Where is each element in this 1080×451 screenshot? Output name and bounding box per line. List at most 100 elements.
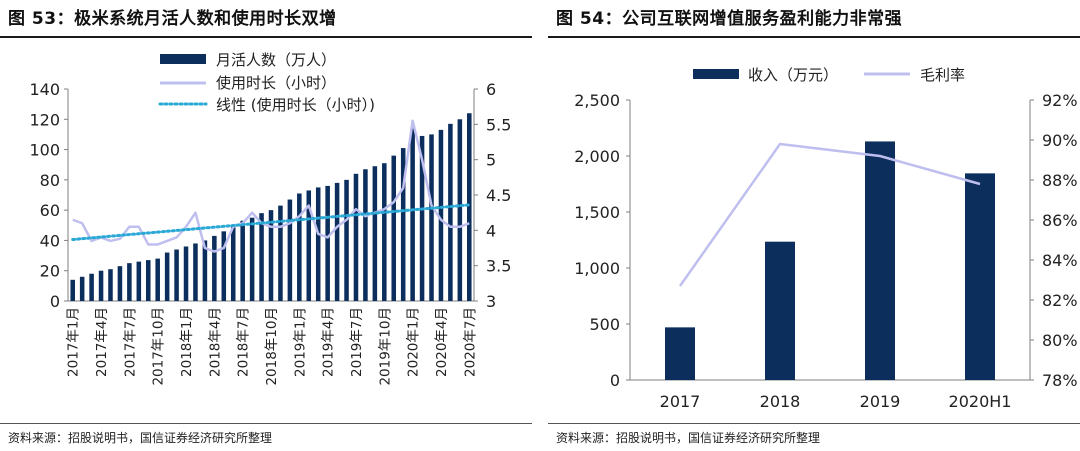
- legend-label-mau: 月活人数（万人）: [216, 51, 336, 69]
- chart-panel-revenue: 图 54：公司互联网增值服务盈利能力非常强 0 500 1,000 1,500 2,00…: [548, 0, 1080, 451]
- right-axis-tick-label: 4: [486, 221, 496, 240]
- bar-mau: [391, 155, 397, 301]
- bar-mau: [108, 269, 113, 301]
- legend-label-usage: 使用时长（小时）: [216, 74, 336, 92]
- bar-mau: [325, 185, 330, 301]
- bar-mau: [448, 123, 453, 301]
- bar-mau: [79, 276, 85, 301]
- bar-mau: [419, 135, 425, 301]
- bar-revenue: [965, 173, 995, 380]
- right-axis-tick-label: 90%: [1042, 131, 1078, 150]
- legend-swatch-revenue: [693, 69, 739, 79]
- source-divider: [0, 423, 532, 424]
- right-axis-tick-label: 84%: [1042, 251, 1078, 270]
- source-note: 资料来源：招股说明书，国信证券经济研究所整理: [556, 431, 821, 445]
- legend-swatch-mau: [160, 54, 206, 64]
- chart-panel-mau: 图 53：极米系统月活人数和使用时长双增 0 20 40 60 80 100 120 140 3…: [0, 0, 532, 451]
- bar-mau: [363, 169, 368, 301]
- legend-label-trend: 线性 (使用时长（小时）): [216, 96, 375, 114]
- left-axis-tick-label: 0: [50, 292, 60, 311]
- x-axis-tick-label: 2018年1月: [179, 307, 195, 377]
- bar-mau: [193, 243, 198, 301]
- chart-title: 图 53：极米系统月活人数和使用时长双增: [8, 9, 337, 29]
- bar-revenue: [865, 141, 895, 380]
- bar-mau: [230, 225, 236, 301]
- bar-mau: [221, 231, 227, 301]
- bar-mau: [145, 260, 151, 301]
- bar-mau: [278, 205, 283, 301]
- left-axis-tick-label: 100: [29, 141, 60, 160]
- right-axis-tick-label: 80%: [1042, 331, 1078, 350]
- x-axis-tick-label: 2018年10月: [264, 307, 280, 386]
- bar-mau: [297, 193, 302, 301]
- right-axis-tick-label: 3: [486, 292, 496, 311]
- x-axis-tick-label: 2018年7月: [236, 307, 252, 377]
- x-axis-tick-label: 2018年4月: [207, 307, 223, 377]
- right-axis-tick-label: 4.5: [486, 186, 511, 205]
- bar-mau: [410, 128, 415, 301]
- bar-mau: [334, 182, 340, 301]
- left-axis-tick-label: 40: [40, 231, 60, 250]
- right-axis-tick-label: 78%: [1042, 371, 1078, 390]
- bar-mau: [372, 166, 378, 301]
- bar-mau: [457, 119, 463, 302]
- bar-mau: [429, 134, 434, 301]
- bar-mau: [212, 235, 217, 301]
- chart-title: 图 54：公司互联网增值服务盈利能力非常强: [556, 9, 903, 29]
- x-axis-tick-label: 2017年10月: [151, 307, 167, 386]
- title-divider: [548, 36, 1080, 38]
- right-axis-tick-label: 88%: [1042, 171, 1078, 190]
- bar-mau: [315, 187, 321, 301]
- x-axis-tick-label: 2018: [760, 392, 801, 411]
- mau-usage-chart: 0 20 40 60 80 100 120 140 3 3.5 4 4.5 5 5.5 6 2017年1月 20…: [29, 51, 511, 386]
- x-axis-tick-label: 2019年4月: [321, 307, 337, 377]
- right-axis-tick-label: 82%: [1042, 291, 1078, 310]
- bar-mau: [89, 273, 94, 301]
- title-divider: [0, 36, 532, 38]
- left-axis-tick-label: 500: [589, 315, 620, 334]
- bar-mau: [259, 213, 264, 301]
- bar-revenue: [665, 327, 695, 380]
- bar-mau: [467, 113, 472, 301]
- left-axis-tick-label: 2,500: [574, 91, 620, 110]
- legend-label-margin: 毛利率: [920, 66, 965, 84]
- line-usage-trend: [71, 203, 471, 242]
- bar-mau: [202, 240, 208, 301]
- left-axis-tick-label: 0: [610, 371, 620, 390]
- bar-mau: [155, 258, 160, 301]
- x-axis-tick-label: 2017: [660, 392, 701, 411]
- left-axis-tick-label: 1,000: [574, 259, 620, 278]
- bar-mau: [117, 266, 123, 301]
- x-axis-tick-label: 2020H1: [949, 392, 1012, 411]
- source-divider: [548, 423, 1080, 424]
- right-axis-tick-label: 92%: [1042, 91, 1078, 110]
- left-axis-tick-label: 140: [29, 80, 60, 99]
- bar-mau: [400, 148, 406, 301]
- x-axis-tick-label: 2020年7月: [462, 307, 478, 377]
- bar-mau: [183, 246, 189, 301]
- line-gross-margin: [678, 142, 981, 287]
- x-axis-tick-label: 2019年7月: [349, 307, 365, 377]
- right-axis-tick-label: 6: [486, 80, 496, 99]
- bar-mau: [306, 190, 312, 301]
- bar-mau: [382, 163, 387, 301]
- x-axis-tick-label: 2019: [860, 392, 901, 411]
- x-axis-tick-label: 2017年7月: [122, 307, 138, 377]
- bar-mau: [98, 270, 104, 301]
- bar-mau: [438, 129, 444, 301]
- legend-label-revenue: 收入（万元）: [748, 66, 838, 84]
- right-axis-tick-label: 86%: [1042, 211, 1078, 230]
- x-axis-tick-label: 2019年1月: [292, 307, 308, 377]
- x-axis-tick-label: 2017年4月: [94, 307, 110, 377]
- bar-mau: [127, 263, 132, 301]
- bar-mau: [70, 279, 75, 301]
- bar-mau: [249, 217, 255, 301]
- left-axis-tick-label: 20: [40, 262, 60, 281]
- bar-mau: [287, 199, 293, 301]
- right-axis-tick-label: 5: [486, 151, 496, 170]
- left-axis-tick-label: 80: [40, 171, 60, 190]
- bar-mau: [268, 210, 274, 301]
- source-note: 资料来源：招股说明书，国信证券经济研究所整理: [8, 431, 273, 445]
- x-axis-tick-label: 2020年1月: [406, 307, 422, 377]
- x-axis-tick-label: 2017年1月: [66, 307, 82, 377]
